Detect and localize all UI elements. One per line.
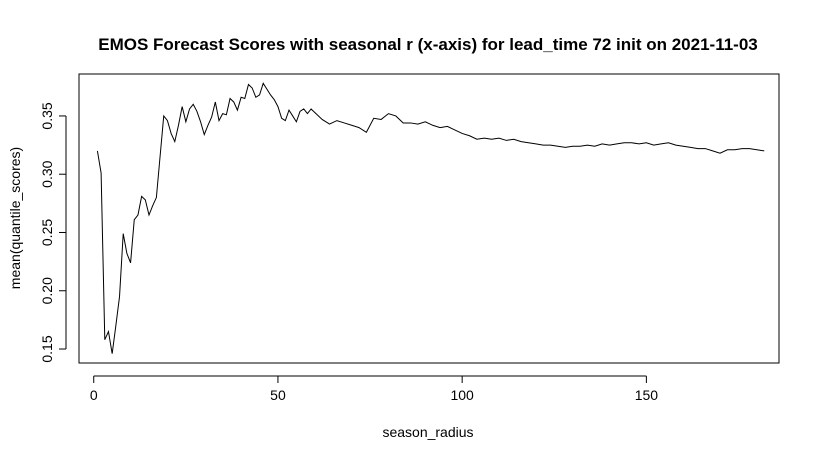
x-tick-label: 0 [90, 387, 98, 403]
x-tick-label: 100 [450, 387, 474, 403]
y-tick-label: 0.25 [39, 219, 55, 246]
plot-frame [78, 73, 780, 364]
y-axis: 0.15 0.20 0.25 0.30 0.35 [39, 102, 67, 363]
y-tick-label: 0.20 [39, 277, 55, 304]
x-tick-label: 150 [635, 387, 659, 403]
x-tick-label: 50 [270, 387, 286, 403]
y-tick-label: 0.30 [39, 160, 55, 187]
chart-title: EMOS Forecast Scores with seasonal r (x-… [98, 35, 757, 54]
series-line [96, 82, 765, 354]
y-axis-label: mean(quantile_scores) [7, 147, 23, 289]
y-tick-label: 0.15 [39, 335, 55, 362]
y-tick-label: 0.35 [39, 102, 55, 129]
x-axis-label: season_radius [382, 424, 473, 440]
x-axis: 0 50 100 150 [90, 375, 659, 403]
